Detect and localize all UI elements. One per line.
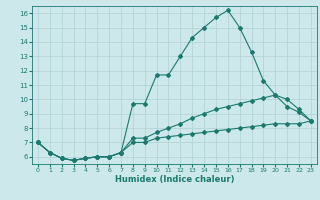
X-axis label: Humidex (Indice chaleur): Humidex (Indice chaleur) bbox=[115, 175, 234, 184]
